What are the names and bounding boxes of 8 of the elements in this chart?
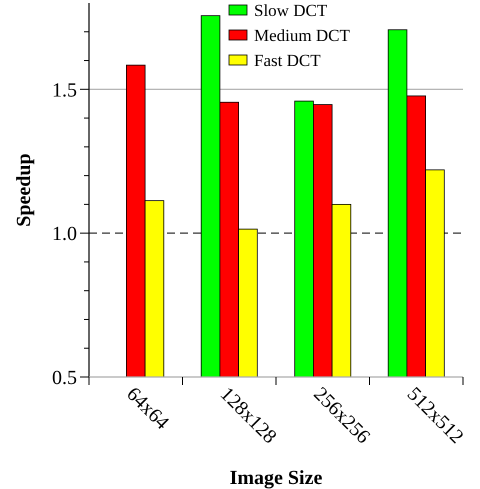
legend-label: Slow DCT	[254, 0, 328, 20]
y-tick-label: 0.5	[52, 367, 77, 389]
legend-label: Medium DCT	[254, 26, 350, 45]
legend-label: Fast DCT	[254, 50, 322, 70]
y-axis-title: Speedup	[13, 153, 35, 227]
y-tick-label: 1.0	[52, 223, 77, 246]
x-axis-title: Image Size	[230, 467, 322, 489]
y-tick-label: 1.5	[52, 79, 77, 102]
